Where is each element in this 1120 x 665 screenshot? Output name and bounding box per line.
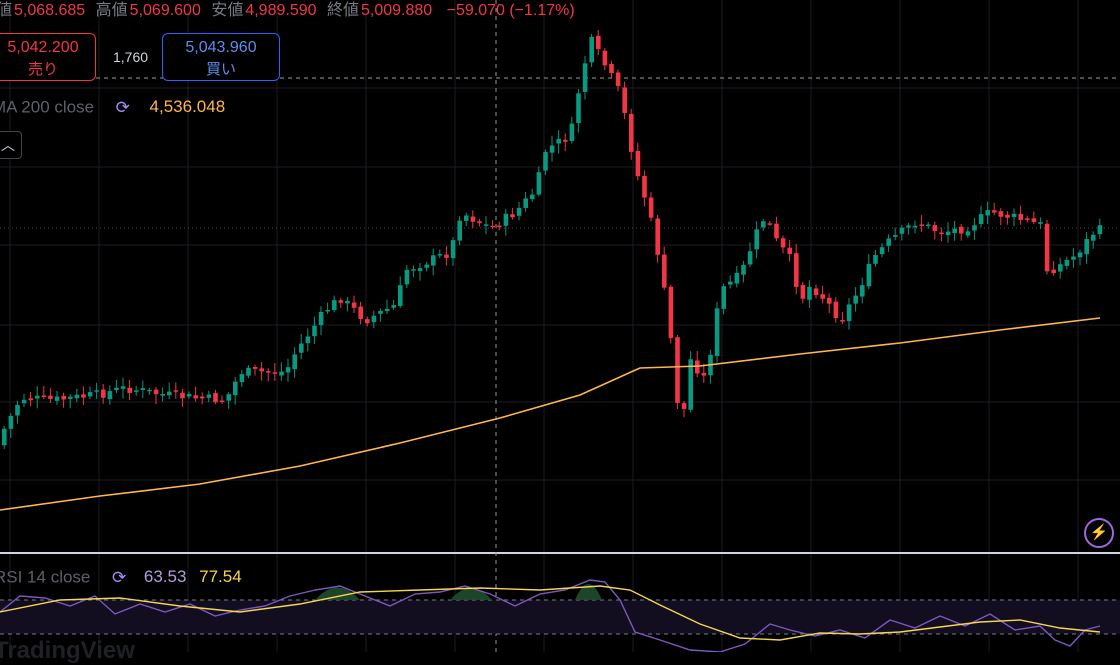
buy-label: 買い: [205, 61, 236, 78]
high-label: 高値: [95, 2, 128, 19]
rsi-ma-value: 77.54: [199, 567, 242, 587]
change-value: −59.070 (−1.17%): [446, 2, 575, 19]
ma-name: MA 200 close: [0, 97, 95, 117]
low-label: 安値: [211, 2, 244, 19]
sell-price: 5,042.200: [7, 39, 79, 56]
buy-price: 5,043.960: [185, 39, 257, 56]
open-value: 5,068.685: [14, 2, 86, 19]
spread-value: 1,760: [113, 49, 149, 65]
rsi-legend[interactable]: RSI 14 close ⟳ 63.53 77.54: [0, 566, 242, 590]
refresh-icon[interactable]: ⟳: [115, 98, 130, 117]
open-label: 値: [0, 2, 13, 19]
close-value: 5,009.880: [360, 2, 433, 19]
sell-label: 売り: [27, 61, 58, 78]
rsi-overbought-fill: [315, 584, 602, 600]
rsi-value: 63.53: [143, 567, 187, 587]
lightning-icon[interactable]: ⚡: [1084, 518, 1114, 548]
rsi-line: [0, 579, 1101, 652]
rsi-ma-line: [0, 585, 1101, 641]
refresh-icon[interactable]: ⟳: [112, 568, 127, 587]
high-value: 5,069.600: [129, 2, 201, 19]
sell-button[interactable]: 5,042.200 売り: [0, 33, 96, 81]
candlestick-series: [2, 29, 1103, 450]
buy-button[interactable]: 5,043.960 買い: [162, 33, 280, 81]
chevron-up-icon[interactable]: ︿: [0, 131, 22, 159]
ohlc-legend: 値 5,068.685 高値 5,069.600 安値 4,989.590 終値 5,0…: [0, 0, 575, 22]
ma-value: 4,536.048: [149, 97, 226, 117]
low-value: 4,989.590: [245, 2, 317, 19]
ma-200-line: [0, 317, 1101, 511]
rsi-name: RSI 14 close: [0, 567, 91, 587]
close-label: 終値: [326, 2, 359, 19]
watermark-logo: TradingView: [0, 637, 135, 664]
ma-legend[interactable]: MA 200 close ⟳ 4,536.048: [0, 96, 225, 120]
